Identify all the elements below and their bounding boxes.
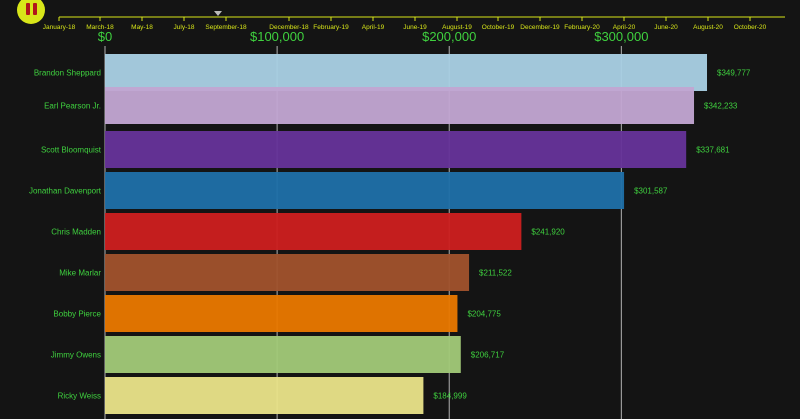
value-label: $342,233 <box>704 102 738 111</box>
bar <box>105 254 470 291</box>
bars: Brandon Sheppard $349,777 Earl Pearson Jr.… <box>29 54 751 414</box>
timeline-label[interactable]: October-19 <box>482 24 515 31</box>
bar <box>105 377 424 414</box>
timeline-label[interactable]: June-19 <box>403 24 427 31</box>
bar <box>105 213 522 250</box>
category-label: Ricky Weiss <box>58 392 101 401</box>
category-label: Mike Marlar <box>59 269 101 278</box>
timeline-label[interactable]: May-18 <box>131 24 153 31</box>
value-label: $337,681 <box>696 146 730 155</box>
category-label: Chris Madden <box>51 228 101 237</box>
bar <box>105 295 458 332</box>
value-label: $184,999 <box>433 392 467 401</box>
timeline-slider[interactable]: January-18 March-18 May-18 July-18 September… <box>43 11 785 31</box>
bar <box>105 336 461 373</box>
category-label: Jonathan Davenport <box>29 187 102 196</box>
timeline-label[interactable]: March-18 <box>86 24 114 31</box>
value-label: $301,587 <box>634 187 668 196</box>
timeline-label[interactable]: April-19 <box>362 24 385 31</box>
x-tick-label: $300,000 <box>594 29 648 44</box>
x-tick-label: $0 <box>98 29 112 44</box>
timeline-label[interactable]: February-19 <box>313 24 349 31</box>
x-tick-label: $100,000 <box>250 29 304 44</box>
timeline-label[interactable]: October-20 <box>734 24 767 31</box>
timeline-label[interactable]: August-20 <box>693 24 723 31</box>
timeline-label[interactable]: June-20 <box>654 24 678 31</box>
bar <box>105 172 625 209</box>
timeline-handle[interactable] <box>214 11 222 16</box>
timeline-label[interactable]: December-18 <box>269 24 309 31</box>
bar <box>105 54 708 91</box>
category-label: Bobby Pierce <box>53 310 101 319</box>
category-label: Brandon Sheppard <box>34 69 101 78</box>
value-label: $241,920 <box>531 228 565 237</box>
value-label: $211,522 <box>479 269 512 278</box>
pause-button-bg[interactable] <box>17 0 45 24</box>
bar <box>105 131 687 168</box>
x-tick-label: $200,000 <box>422 29 476 44</box>
timeline-label[interactable]: February-20 <box>564 24 600 31</box>
value-label: $206,717 <box>471 351 505 360</box>
bar <box>105 87 695 124</box>
value-label: $204,775 <box>467 310 501 319</box>
timeline-label[interactable]: December-19 <box>520 24 560 31</box>
pause-button[interactable] <box>17 0 45 24</box>
timeline-label[interactable]: September-18 <box>205 24 247 31</box>
x-axis: $0 $100,000 $200,000 $300,000 <box>98 29 649 44</box>
pause-icon[interactable] <box>26 3 37 15</box>
category-label: Jimmy Owens <box>51 351 101 360</box>
timeline-label[interactable]: August-19 <box>442 24 472 31</box>
category-label: Scott Bloomquist <box>41 146 102 155</box>
timeline-label[interactable]: July-18 <box>174 24 195 31</box>
timeline-label[interactable]: April-20 <box>613 24 636 31</box>
timeline-label[interactable]: January-18 <box>43 24 76 31</box>
category-label: Earl Pearson Jr. <box>44 102 101 111</box>
value-label: $349,777 <box>717 69 751 78</box>
